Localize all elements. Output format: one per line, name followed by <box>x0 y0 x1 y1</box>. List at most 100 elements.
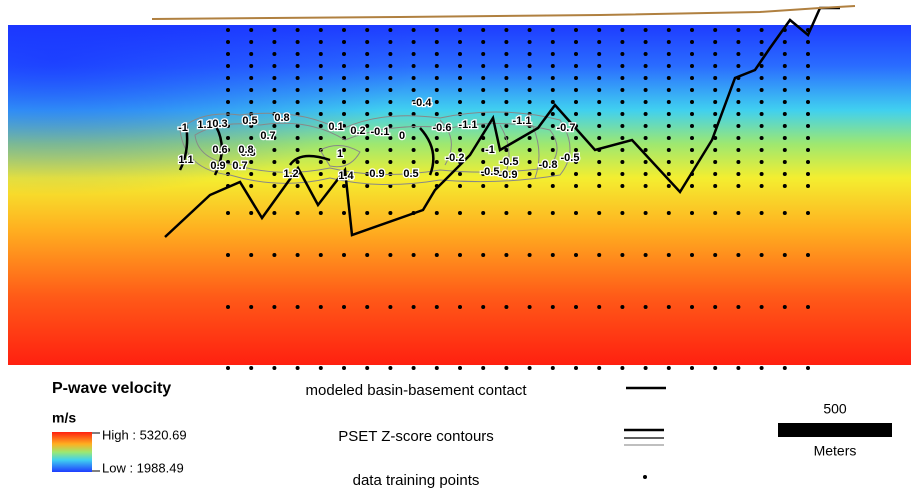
training-point <box>620 76 625 80</box>
training-point <box>713 253 718 257</box>
training-point <box>713 100 718 104</box>
training-point <box>318 52 323 56</box>
training-point <box>504 52 509 56</box>
training-point <box>365 305 370 309</box>
training-point <box>666 253 671 257</box>
training-point <box>342 100 346 104</box>
training-point <box>411 366 416 370</box>
training-point <box>736 253 741 257</box>
training-point <box>249 52 254 56</box>
training-point <box>550 305 555 309</box>
training-point <box>806 172 810 176</box>
training-point <box>736 211 741 215</box>
training-point <box>365 211 370 215</box>
training-point <box>736 160 741 164</box>
training-point <box>759 184 764 188</box>
training-point <box>411 160 416 164</box>
training-point <box>458 253 462 257</box>
training-point <box>666 148 671 152</box>
training-point <box>759 136 764 140</box>
training-point <box>226 253 230 257</box>
training-point <box>504 28 509 32</box>
training-point <box>365 28 370 32</box>
training-point <box>527 76 532 80</box>
training-point <box>504 160 509 164</box>
training-point <box>365 253 370 257</box>
training-point <box>434 40 439 44</box>
training-point <box>690 305 694 309</box>
training-point <box>782 366 787 370</box>
training-point <box>434 366 439 370</box>
training-point <box>342 160 346 164</box>
training-point <box>226 136 230 140</box>
training-point <box>574 88 578 92</box>
training-point <box>388 172 393 176</box>
contour-label: 0.9 <box>369 168 384 180</box>
training-point <box>527 305 532 309</box>
training-point <box>806 305 810 309</box>
training-point <box>318 253 323 257</box>
legend-unit: m/s <box>52 410 76 426</box>
training-point <box>481 40 486 44</box>
training-point <box>574 52 578 56</box>
training-point <box>504 124 509 128</box>
training-point <box>736 64 741 68</box>
training-point <box>434 64 439 68</box>
training-point <box>272 28 277 32</box>
training-point <box>597 184 602 188</box>
training-point <box>574 305 578 309</box>
training-point <box>458 52 462 56</box>
training-point <box>550 112 555 116</box>
training-point <box>434 52 439 56</box>
training-point <box>550 184 555 188</box>
training-point <box>226 88 230 92</box>
training-point <box>434 148 439 152</box>
training-point <box>597 112 602 116</box>
training-point <box>411 40 416 44</box>
training-point <box>620 211 625 215</box>
training-point <box>388 100 393 104</box>
training-point <box>318 211 323 215</box>
training-point <box>782 76 787 80</box>
training-point <box>272 160 277 164</box>
training-point <box>690 160 694 164</box>
training-point <box>643 148 648 152</box>
training-point <box>666 28 671 32</box>
training-point <box>458 172 462 176</box>
training-point <box>295 100 300 104</box>
training-point <box>342 40 346 44</box>
training-point <box>411 112 416 116</box>
training-point <box>527 88 532 92</box>
training-point <box>782 112 787 116</box>
training-point <box>597 28 602 32</box>
training-point <box>249 88 254 92</box>
training-point <box>481 305 486 309</box>
training-point <box>272 184 277 188</box>
training-point <box>759 76 764 80</box>
training-point <box>574 112 578 116</box>
training-point <box>736 136 741 140</box>
training-point <box>736 172 741 176</box>
training-point <box>388 160 393 164</box>
training-point <box>666 305 671 309</box>
training-point <box>226 160 230 164</box>
training-point <box>458 40 462 44</box>
contour-label: 1.1 <box>197 119 212 131</box>
training-point <box>342 76 346 80</box>
training-point <box>620 136 625 140</box>
training-point <box>690 64 694 68</box>
training-point <box>458 64 462 68</box>
training-point <box>782 211 787 215</box>
training-point <box>574 366 578 370</box>
training-point <box>620 100 625 104</box>
training-point <box>226 28 230 32</box>
training-point <box>759 112 764 116</box>
training-point <box>481 76 486 80</box>
contour-label: -0.4 <box>413 97 433 109</box>
training-point <box>643 184 648 188</box>
training-point <box>597 124 602 128</box>
training-point <box>736 28 741 32</box>
training-point <box>365 88 370 92</box>
training-point <box>365 64 370 68</box>
training-point <box>759 40 764 44</box>
